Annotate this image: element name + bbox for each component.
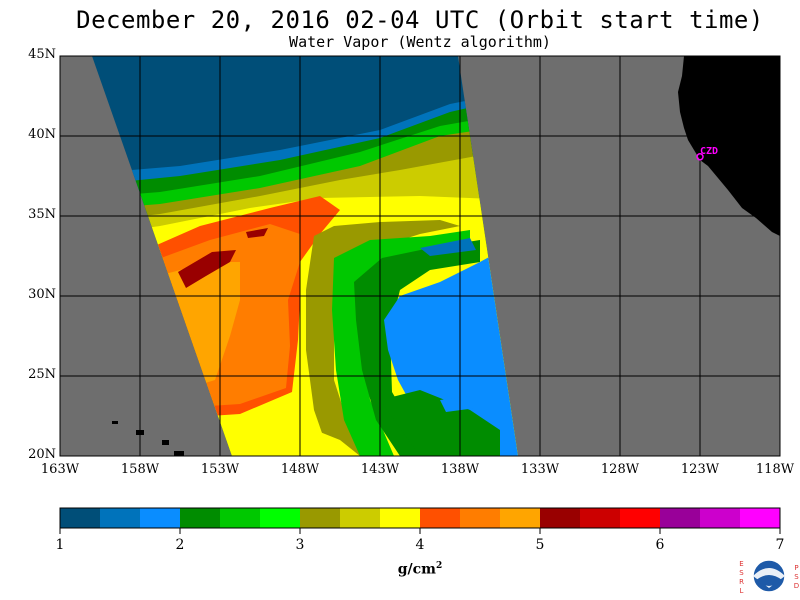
- longitude-label: 143W: [360, 462, 400, 477]
- longitude-label: 118W: [755, 462, 795, 477]
- colorbar-tick-label: 6: [655, 537, 665, 553]
- colorbar-swatch: [340, 508, 381, 528]
- land-island: [162, 440, 169, 445]
- colorbar-swatch: [380, 508, 421, 528]
- land-island: [112, 421, 118, 424]
- colorbar-swatch: [420, 508, 461, 528]
- colorbar-swatch: [300, 508, 341, 528]
- colorbar-swatch: [140, 508, 181, 528]
- field-band-medblue-patch: [420, 238, 476, 256]
- latitude-label: 40N: [28, 127, 56, 142]
- field-band-cyan-patch: [440, 396, 476, 412]
- latitude-label: 45N: [28, 47, 56, 62]
- land-california: [678, 56, 780, 236]
- longitude-label: 133W: [520, 462, 560, 477]
- longitude-label: 138W: [440, 462, 480, 477]
- colorbar-swatch: [260, 508, 301, 528]
- city-marker: [696, 153, 704, 161]
- colorbar-swatch: [500, 508, 541, 528]
- longitude-label: 123W: [680, 462, 720, 477]
- longitude-label: 148W: [280, 462, 320, 477]
- colorbar-swatch: [180, 508, 221, 528]
- colorbar-swatch: [740, 508, 781, 528]
- map-subtitle: Water Vapor (Wentz algorithm): [289, 33, 551, 51]
- latitude-label: 30N: [28, 287, 56, 302]
- latitude-label: 20N: [28, 447, 56, 462]
- colorbar-swatch: [620, 508, 661, 528]
- colorbar-tick-label: 3: [295, 537, 305, 553]
- colorbar-swatch: [700, 508, 741, 528]
- field-band-darkred: [178, 250, 236, 288]
- colorbar-swatch: [100, 508, 141, 528]
- longitude-label: 128W: [600, 462, 640, 477]
- field-band-green-south: [380, 390, 500, 456]
- map-border: [59, 55, 781, 457]
- colorbar-tick-label: 5: [535, 537, 545, 553]
- grid-lines: [60, 56, 780, 456]
- longitude-label: 153W: [200, 462, 240, 477]
- colorbar-swatch: [60, 508, 101, 528]
- colorbar-tick-label: 1: [55, 537, 65, 553]
- land-island: [174, 451, 184, 456]
- colorbar: [59, 507, 781, 534]
- colorbar-tick-label: 4: [415, 537, 425, 553]
- colorbar-tick-label: 7: [775, 537, 785, 553]
- colorbar-swatch: [580, 508, 621, 528]
- field-band-darkred-small: [246, 228, 268, 238]
- colorbar-swatch: [660, 508, 701, 528]
- latitude-label: 35N: [28, 207, 56, 222]
- city-label: CZD: [700, 146, 719, 157]
- colorbar-swatch: [460, 508, 501, 528]
- field-band-yellow-south: [232, 424, 360, 456]
- longitude-label: 158W: [120, 462, 160, 477]
- colorbar-swatch: [540, 508, 581, 528]
- colorbar-tick-label: 2: [175, 537, 185, 553]
- latitude-label: 25N: [28, 367, 56, 382]
- map-title: December 20, 2016 02-04 UTC (Orbit start…: [76, 6, 764, 34]
- longitude-label: 163W: [40, 462, 80, 477]
- colorbar-swatch: [220, 508, 261, 528]
- colorbar-unit: g/cm2: [397, 561, 443, 578]
